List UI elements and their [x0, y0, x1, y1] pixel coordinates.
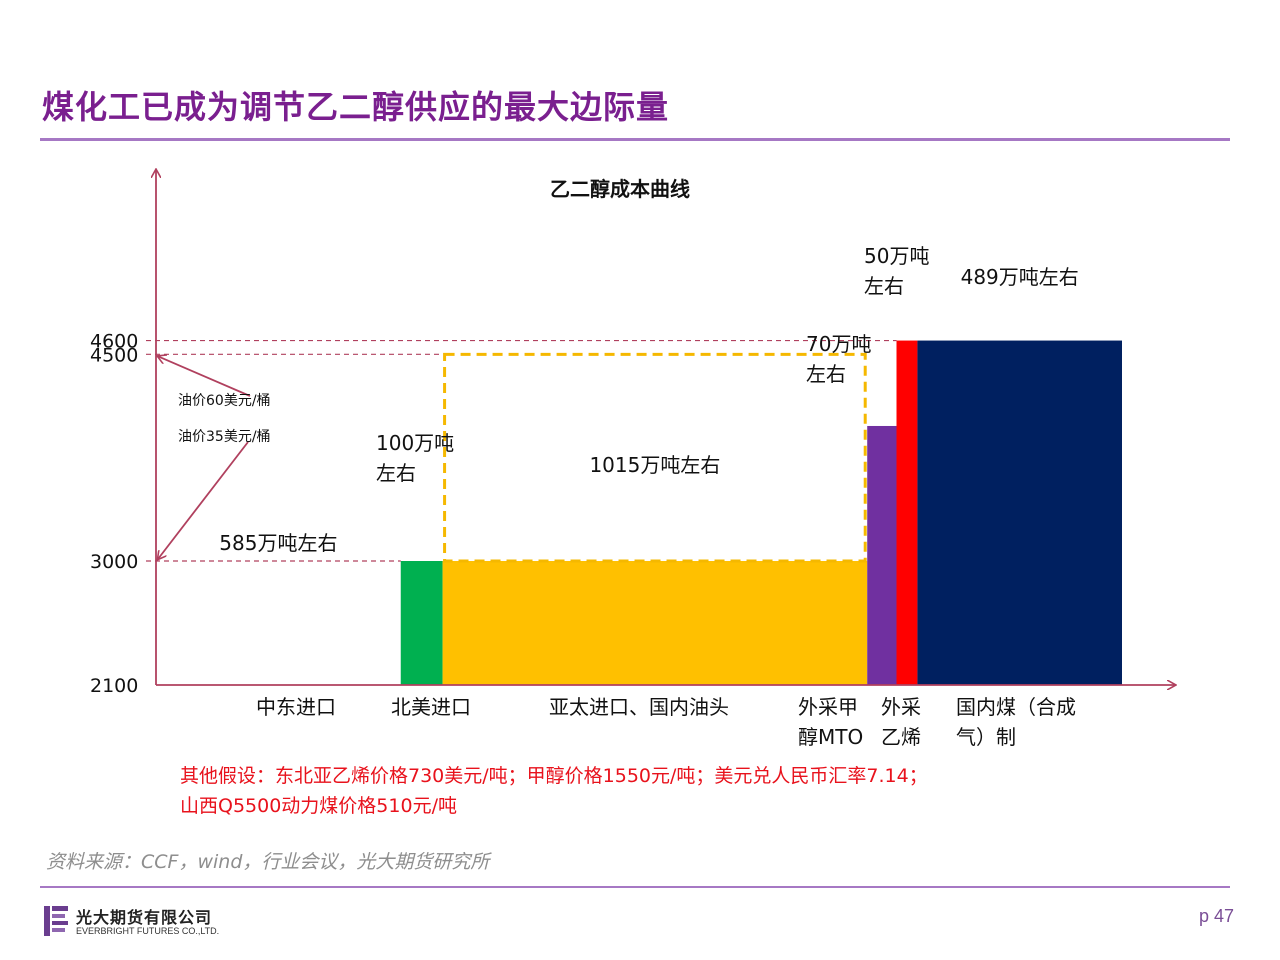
oil60-arrow — [158, 356, 251, 397]
slide-title: 煤化工已成为调节乙二醇供应的最大边际量 — [42, 88, 670, 126]
logo-name-en: EVERBRIGHT FUTURES CO.,LTD. — [76, 926, 220, 936]
bar-label-3-line-1: 1015万吨左右 — [589, 453, 720, 477]
title-divider — [40, 138, 1230, 141]
bar-label-6-line-1: 489万吨左右 — [961, 265, 1079, 289]
y-tick-label-3000: 3000 — [90, 551, 138, 573]
bar-label-2-line-1: 100万吨 — [376, 431, 454, 455]
bar-2 — [400, 561, 443, 685]
bar-6 — [917, 340, 1122, 685]
x-category-label-4-line-2: 醇MTO — [798, 725, 863, 749]
assumptions-note: 其他假设：东北亚乙烯价格730美元/吨；甲醇价格1550元/吨；美元兑人民币汇率… — [180, 761, 1160, 821]
bar-label-5-line-1: 50万吨 — [864, 244, 929, 268]
annotation-oil-60: 油价60美元/桶 — [178, 393, 271, 409]
assumptions-line-1: 其他假设：东北亚乙烯价格730美元/吨；甲醇价格1550元/吨；美元兑人民币汇率… — [180, 765, 928, 787]
chart-title: 乙二醇成本曲线 — [550, 177, 690, 201]
logo-name-cn: 光大期货有限公司 — [76, 908, 213, 927]
x-category-label-5-line-1: 外采 — [881, 695, 921, 719]
y-tick-label-4600: 4600 — [90, 331, 138, 353]
y-tick-label-2100: 2100 — [90, 675, 138, 697]
x-category-label-4-line-1: 外采甲 — [798, 695, 858, 719]
x-category-label-2-line-1: 北美进口 — [391, 695, 471, 719]
bar-5 — [896, 340, 918, 685]
oil35-arrow — [158, 441, 249, 559]
bar-label-1-line-1: 585万吨左右 — [219, 531, 337, 555]
company-logo: 光大期货有限公司 EVERBRIGHT FUTURES CO.,LTD. — [42, 902, 262, 942]
assumptions-line-2: 山西Q5500动力煤价格510元/吨 — [180, 795, 457, 817]
bar-label-2-line-2: 左右 — [376, 461, 416, 485]
logo-mark-icon — [44, 906, 68, 936]
page-number: p 47 — [1198, 906, 1234, 926]
x-category-label-5-line-2: 乙烯 — [881, 725, 921, 749]
x-category-label-6-line-1: 国内煤（合成 — [956, 695, 1076, 719]
bar-4 — [867, 425, 897, 685]
bar-label-5-line-2: 左右 — [864, 274, 904, 298]
x-category-label-3-line-1: 亚太进口、国内油头 — [549, 695, 729, 719]
bar-label-4-line-1: 70万吨 — [806, 332, 871, 356]
source-note: 资料来源：CCF，wind，行业会议，光大期货研究所 — [46, 851, 490, 873]
cost-range-outline — [443, 352, 867, 563]
y-tick-label-4500: 4500 — [90, 344, 138, 366]
bar-label-4-line-2: 左右 — [806, 362, 846, 386]
x-category-label-6-line-2: 气）制 — [956, 725, 1016, 749]
footer-divider — [40, 886, 1230, 888]
annotation-oil-35: 油价35美元/桶 — [178, 429, 271, 445]
x-category-label-1-line-1: 中东进口 — [256, 695, 336, 719]
bar-3 — [442, 561, 868, 685]
